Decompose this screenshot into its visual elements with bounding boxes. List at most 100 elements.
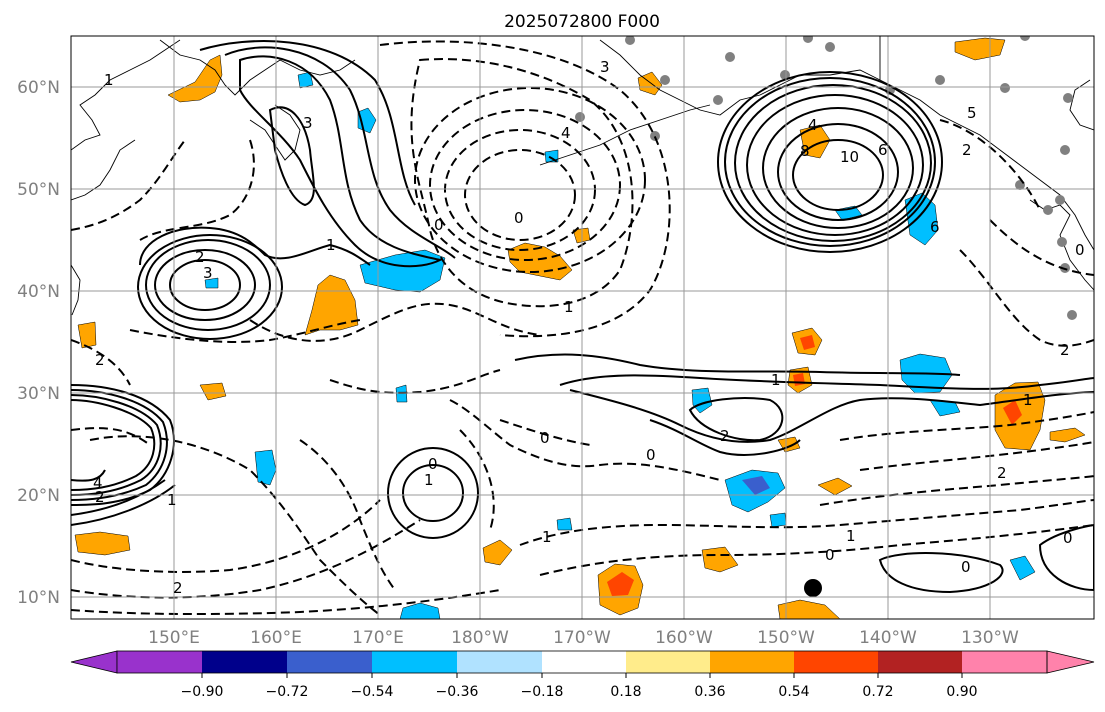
lon-label: 150°E [148, 628, 200, 648]
contour-label: 1 [846, 527, 856, 545]
contour-label: 2 [195, 248, 205, 266]
contour-label: 2 [95, 488, 105, 506]
contour-label: 1 [1023, 391, 1033, 409]
lon-label: 170°W [553, 628, 611, 648]
contour-label: 2 [95, 351, 105, 369]
positive-anomaly-patch [1049, 427, 1086, 443]
contour-label: 5 [967, 104, 977, 122]
colorbar-tick-label: −0.90 [181, 684, 224, 700]
contour-label: 0 [1075, 241, 1085, 259]
contour-label: 0 [1063, 529, 1073, 547]
contour-label: 1 [542, 528, 552, 546]
negative-anomaly-patch [904, 192, 939, 246]
contour-label: 1 [326, 236, 336, 254]
dashed-contours [71, 40, 1094, 616]
strong-negative-core [742, 476, 770, 495]
strong-positive-core [607, 572, 634, 596]
contour-label: 1 [771, 371, 781, 389]
negative-anomaly-patch [204, 277, 219, 289]
positive-anomaly-patch [167, 54, 223, 103]
strong-positive-core [793, 373, 805, 386]
positive-anomaly-patch [701, 546, 739, 573]
colorbar-segment [878, 651, 962, 673]
lon-label: 170°E [352, 628, 404, 648]
colorbar-tick-label: −0.18 [521, 684, 564, 700]
negative-anomaly-patch [691, 387, 713, 414]
contour-label: 0 [514, 209, 524, 227]
contour-label: 3 [600, 58, 610, 76]
colorbar-tick-label: 0.54 [778, 684, 809, 700]
colorbar-segment [794, 651, 878, 673]
contour-label: 0 [428, 455, 438, 473]
contour-label: 3 [303, 114, 313, 132]
latitude-labels: 60°N 50°N 40°N 30°N 20°N 10°N [17, 78, 60, 608]
colorbar-segment [372, 651, 457, 673]
contour-label: 6 [878, 141, 888, 159]
lat-label: 50°N [17, 180, 60, 200]
solid-contours [71, 40, 1094, 594]
contour-label: 6 [930, 218, 940, 236]
lon-label: 160°W [655, 628, 713, 648]
positive-anomaly-patch [77, 321, 97, 349]
contour-label: 0 [825, 546, 835, 564]
contour-label: 4 [93, 474, 103, 492]
colorbar-tick-label: 0.72 [862, 684, 893, 700]
colorbar-tick-label: −0.36 [436, 684, 479, 700]
contour-label: 10 [840, 148, 859, 166]
map-plot-area: 1 3 2 3 0 3 4 0 1 4 8 10 6 5 2 6 2 4 2 0… [70, 35, 1095, 620]
contour-label: 0 [540, 429, 550, 447]
positive-anomaly-patch [74, 531, 131, 556]
colorbar-segment [542, 651, 626, 673]
lon-label: 160°E [250, 628, 302, 648]
map-frame [70, 35, 1095, 620]
negative-anomaly-patch [769, 512, 787, 528]
contour-label: 2 [1060, 341, 1070, 359]
contour-label: 1 [167, 491, 177, 509]
colorbar-min-extend [70, 650, 118, 674]
colorbar: −0.90 −0.72 −0.54 −0.36 −0.18 0.18 0.36 … [70, 650, 1095, 700]
contour-label: 1 [104, 71, 114, 89]
contour-label: 4 [808, 116, 818, 134]
contour-label: 1 [424, 471, 434, 489]
positive-anomaly-patch [482, 539, 513, 566]
graticule [71, 36, 1094, 619]
strong-positive-core [800, 335, 815, 350]
map-title: 2025072800 F000 [504, 12, 660, 32]
colorbar-tick-label: −0.54 [351, 684, 394, 700]
contour-labels: 1 3 2 3 0 3 4 0 1 4 8 10 6 5 2 6 2 4 2 0… [93, 58, 1085, 597]
lat-label: 40°N [17, 282, 60, 302]
negative-anomaly-patch [1009, 555, 1036, 581]
colorbar-tick-label: −0.72 [266, 684, 309, 700]
contour-label: 0 [434, 216, 444, 234]
contour-label: 4 [561, 124, 571, 142]
colorbar-segment [287, 651, 372, 673]
colorbar-segment [626, 651, 710, 673]
colorbar-ticks [201, 673, 963, 678]
negative-anomaly-patch [297, 71, 314, 89]
longitude-labels: 150°E 160°E 170°E 180°W 170°W 160°W 150°… [148, 628, 1019, 648]
colorbar-max-extend [1046, 650, 1095, 674]
contour-label: 1 [564, 298, 574, 316]
negative-anomaly-patch [556, 517, 573, 531]
negative-anomaly-patch [399, 602, 441, 619]
lat-label: 10°N [17, 588, 60, 608]
lat-label: 20°N [17, 486, 60, 506]
contour-label: 8 [800, 142, 810, 160]
contour-label: 3 [203, 264, 213, 282]
positive-anomaly-patch [817, 477, 853, 496]
positive-anomaly-patch [304, 274, 359, 336]
lon-label: 150°W [757, 628, 815, 648]
lon-label: 130°W [961, 628, 1019, 648]
colorbar-tick-label: 0.18 [610, 684, 641, 700]
lon-label: 140°W [859, 628, 917, 648]
colorbar-segment [962, 651, 1047, 673]
positive-anomaly-patch [777, 599, 841, 619]
contour-label: 2 [962, 141, 972, 159]
coastlines [71, 36, 1094, 316]
colorbar-segment [117, 651, 202, 673]
contour-label: 0 [961, 558, 971, 576]
contour-label: 2 [173, 579, 183, 597]
lat-label: 30°N [17, 384, 60, 404]
contour-label: 2 [997, 464, 1007, 482]
